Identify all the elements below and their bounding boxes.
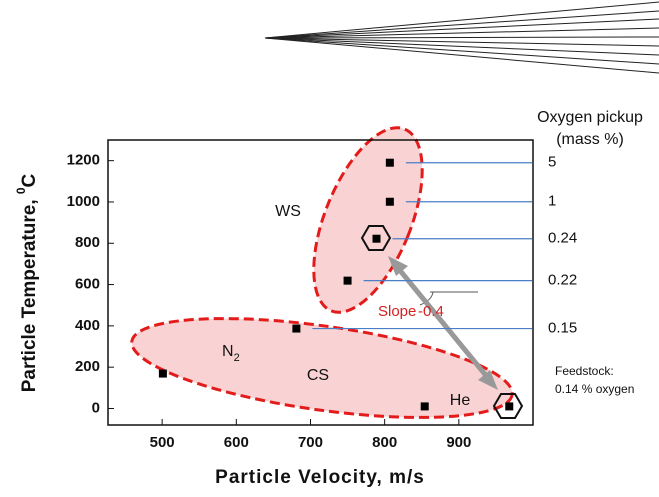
y-tick-label: 800 (75, 234, 100, 251)
y-tick-label: 0 (92, 399, 100, 416)
x-tick-label: 600 (224, 434, 249, 451)
x-tick-label: 700 (298, 434, 323, 451)
slope-label: Slope (378, 303, 416, 320)
n-text: N (222, 343, 234, 360)
y-tick-label: 400 (75, 317, 100, 334)
point (505, 402, 513, 410)
pickup-value: 1 (548, 193, 556, 210)
x-tick-label: 900 (446, 434, 471, 451)
y-tick-label: 1200 (67, 152, 100, 169)
pickup-value: 0.15 (548, 320, 577, 337)
chart: Particle Velocity, m/s Particle Temperat… (0, 0, 659, 497)
he-label: He (450, 392, 471, 409)
n-sub: 2 (234, 352, 240, 364)
y-tick-label: 600 (75, 276, 100, 293)
pickup-value: 0.22 (548, 272, 577, 289)
y-tick-label: 200 (75, 358, 100, 375)
cs-label: CS (307, 367, 329, 384)
point (292, 325, 300, 333)
fan-decoration (265, 2, 659, 73)
pickup-title: Oxygen pickup (537, 109, 643, 126)
point (386, 198, 394, 206)
pickup-value: 5 (548, 154, 556, 171)
point (159, 370, 167, 378)
y-axis-label: Particle Temperature, 0C (14, 173, 40, 392)
pickup-value: 0.24 (548, 230, 577, 247)
y-label-unit: C (19, 173, 40, 187)
x-axis-label: Particle Velocity, m/s (215, 467, 425, 488)
slope-value: -0.4 (418, 303, 444, 320)
ws-label: WS (275, 203, 301, 220)
point (421, 402, 429, 410)
pickup-unit: (mass %) (556, 131, 624, 148)
y-tick-label: 1000 (67, 193, 100, 210)
x-tick-label: 800 (372, 434, 397, 451)
point (386, 159, 394, 167)
point (372, 235, 380, 243)
x-tick-label: 500 (150, 434, 175, 451)
y-label-text: Particle Temperature, (19, 194, 40, 392)
point (344, 277, 352, 285)
feedstock-line1: Feedstock: (555, 364, 614, 378)
feedstock-line2: 0.14 % oxygen (555, 382, 634, 396)
